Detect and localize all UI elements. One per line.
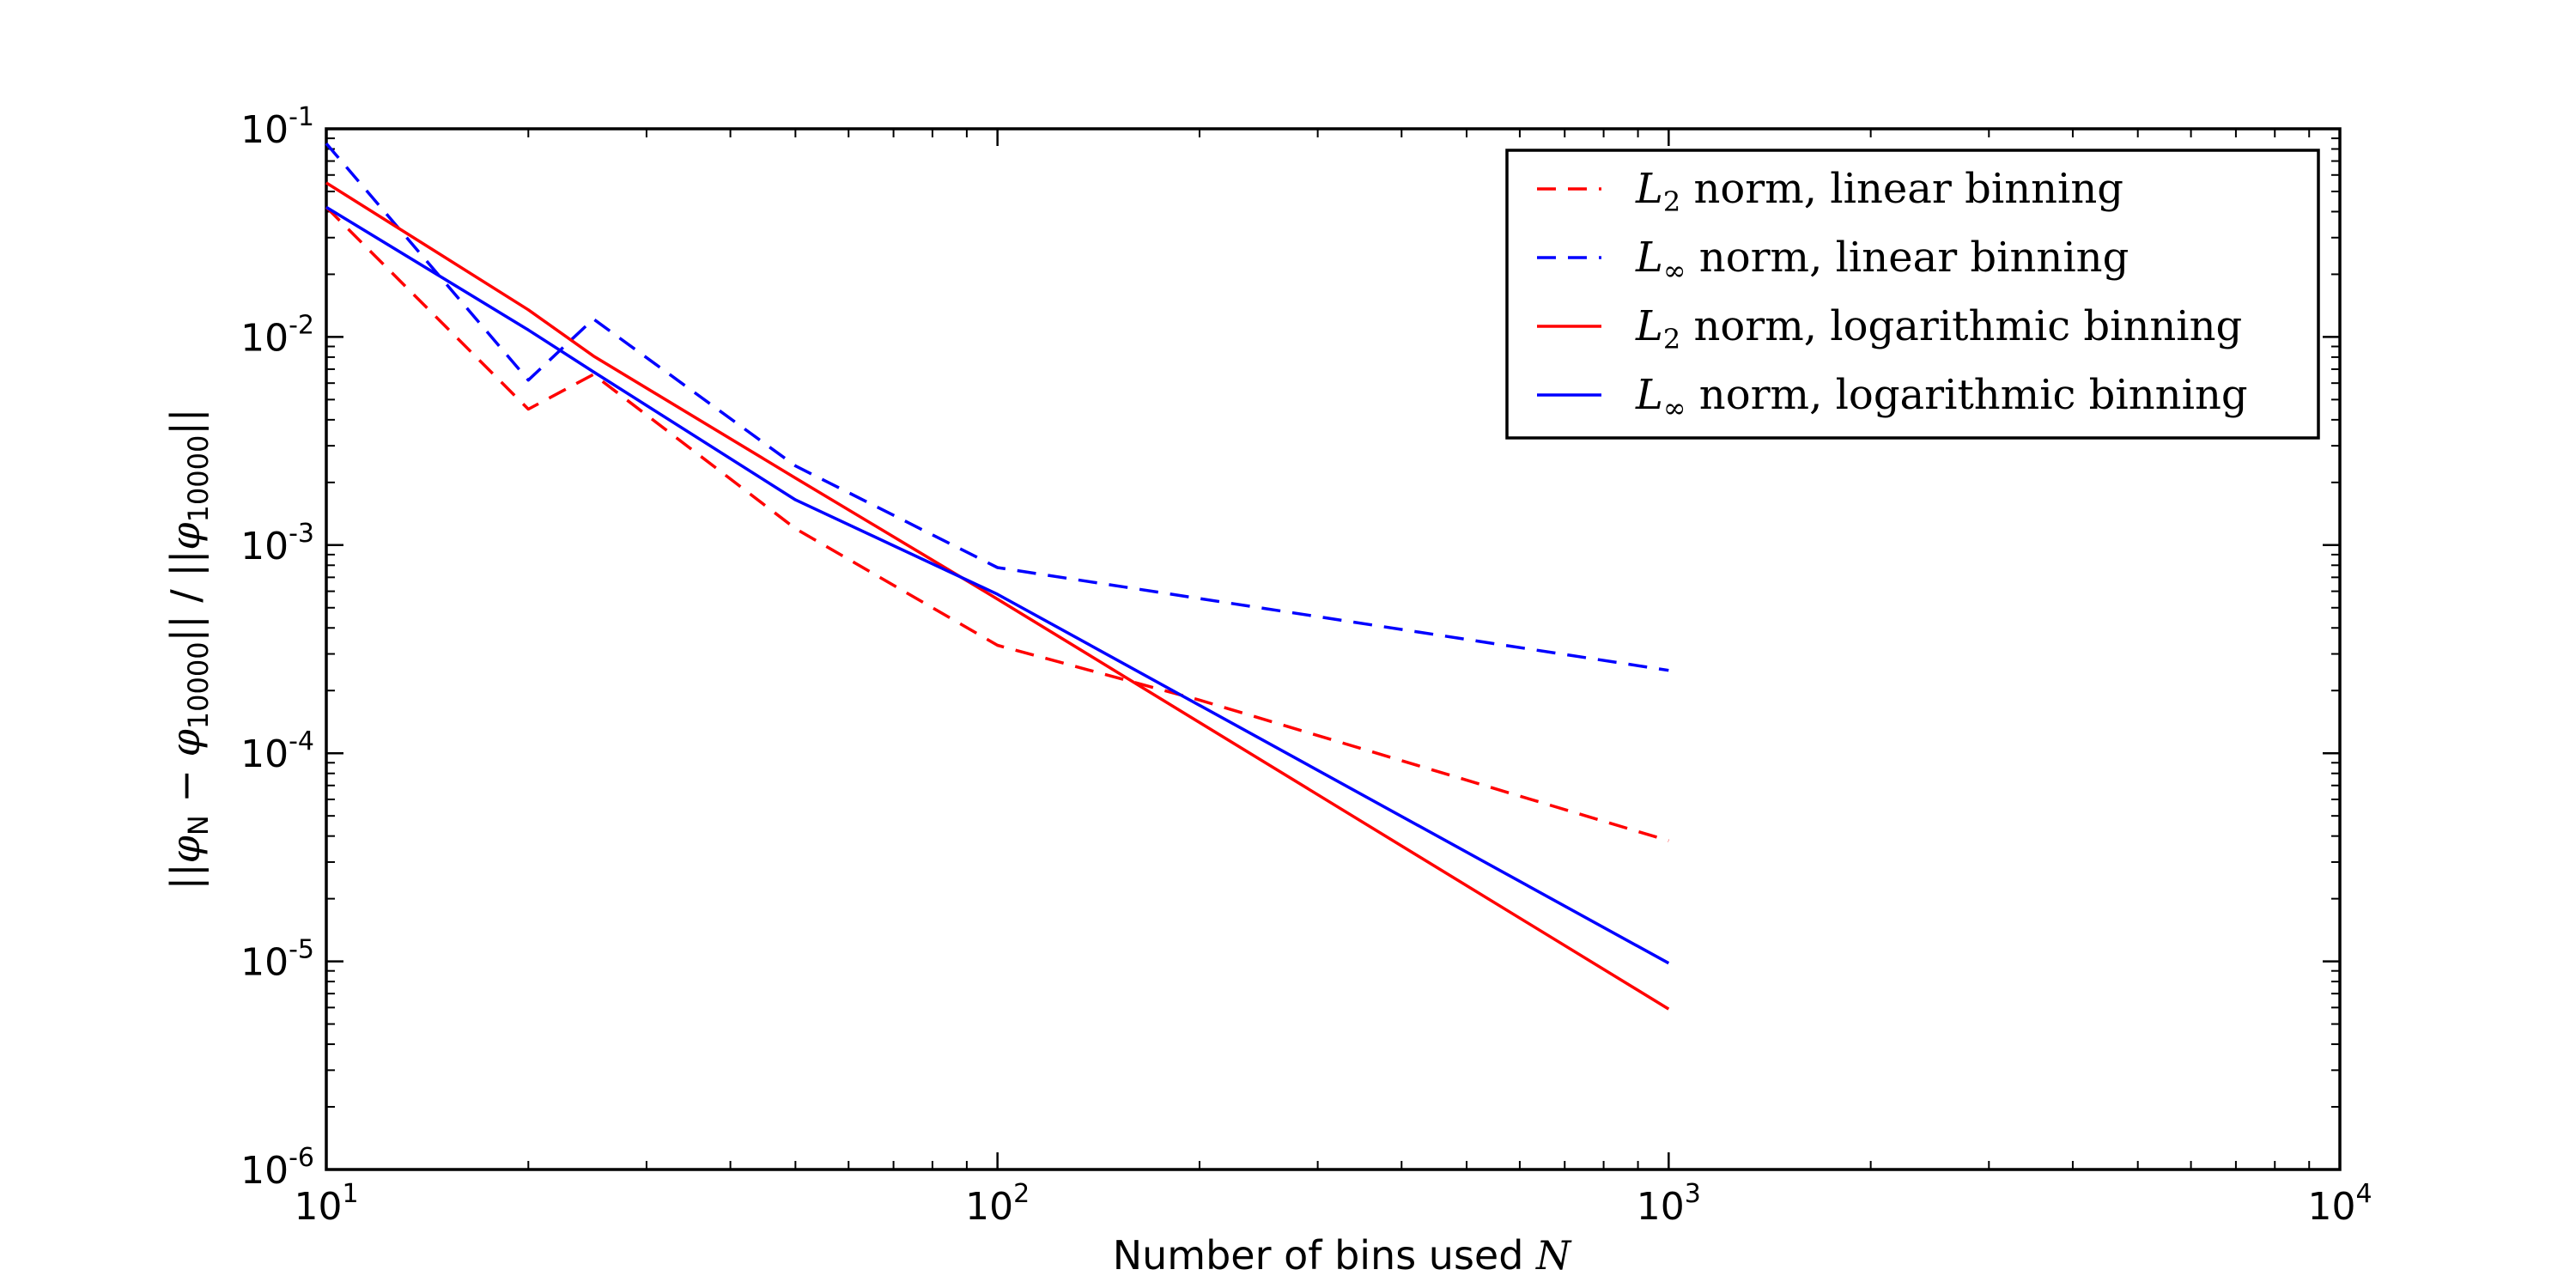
legend-entry-1: L2 norm, linear binning [1635, 165, 2123, 218]
series-line-3 [325, 181, 1670, 1011]
x-axis-label: Number of bins used N [1113, 1232, 1572, 1279]
y-tick-label: 10-1 [240, 102, 314, 152]
series-line-4 [325, 205, 1670, 965]
y-axis-label: ||φN − φ10000|| / ||φ10000|| [162, 409, 215, 890]
plot-series [325, 142, 1670, 1011]
y-tick-label: 10-6 [240, 1143, 314, 1193]
x-tick-label: 101 [294, 1179, 358, 1229]
x-tick-label: 104 [2307, 1179, 2372, 1229]
y-tick-label: 10-3 [240, 519, 314, 568]
y-tick-label: 10-5 [240, 935, 314, 985]
plot-axes: 101 102 103 104 10-1 10-2 10-3 10-4 10-5 10-6 [240, 102, 2372, 1229]
y-tick-label: 10-4 [240, 726, 314, 776]
x-tick-label: 103 [1637, 1179, 1701, 1229]
y-tick-label: 10-2 [240, 310, 314, 360]
plot-frame [325, 127, 2342, 1171]
legend-entry-4: L∞ norm, logarithmic binning [1635, 371, 2248, 424]
legend-frame [1505, 149, 2320, 440]
x-tick-label: 102 [965, 1179, 1030, 1229]
axis-labels: Number of bins used N ||φN − φ10000|| / |… [162, 409, 1572, 1279]
series-line-2 [325, 142, 1669, 672]
legend: L2 norm, linear binning L∞ norm, linear b… [1505, 149, 2320, 440]
legend-entry-2: L∞ norm, linear binning [1635, 234, 2129, 287]
legend-entry-3: L2 norm, logarithmic binning [1635, 302, 2242, 355]
series-line-1 [325, 206, 1669, 842]
